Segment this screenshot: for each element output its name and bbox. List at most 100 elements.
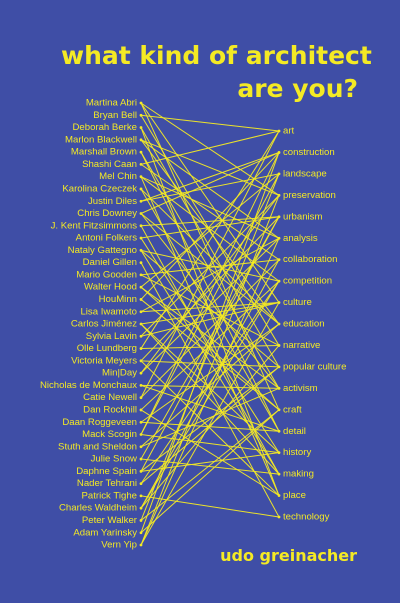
dot — [139, 285, 143, 289]
connection-line — [140, 152, 280, 300]
connection-line — [140, 152, 280, 435]
category: education — [283, 319, 325, 330]
dot — [139, 383, 143, 387]
dot — [277, 451, 281, 455]
dot — [139, 113, 143, 117]
dot — [277, 193, 281, 197]
connection-line — [140, 151, 280, 202]
category: history — [283, 447, 311, 458]
connection-line — [140, 262, 280, 518]
architect-name: Walter Hood — [84, 282, 137, 293]
category: collaboration — [283, 254, 337, 265]
dot — [139, 371, 143, 375]
connection-line — [140, 173, 280, 435]
architect-name: Mel Chin — [99, 171, 137, 182]
architect-name: Daniel Gillen — [83, 257, 137, 268]
connection-line — [140, 151, 280, 214]
category: narrative — [283, 340, 320, 351]
connection-line — [140, 345, 280, 509]
dot — [139, 224, 143, 228]
connection-line — [140, 495, 280, 518]
dot — [139, 445, 143, 449]
architect-name: Daan Roggeveen — [62, 417, 137, 428]
architect-name: Antoni Folkers — [76, 233, 138, 244]
dot — [139, 298, 143, 301]
connection-line — [140, 237, 280, 374]
category: culture — [283, 297, 312, 308]
connection-line — [140, 323, 280, 454]
dot — [277, 408, 281, 412]
connection-line — [140, 139, 280, 325]
connection-line — [140, 130, 280, 398]
architect-name: Marshall Brown — [71, 147, 137, 158]
dot — [277, 322, 281, 326]
dot — [139, 212, 143, 215]
connection-line — [140, 384, 280, 432]
category: popular culture — [283, 361, 346, 372]
dot — [139, 199, 143, 203]
connection-line — [140, 225, 280, 475]
dot — [139, 543, 143, 547]
category: art — [283, 126, 295, 137]
dot — [277, 344, 281, 347]
category: craft — [283, 404, 302, 415]
category: technology — [283, 512, 330, 523]
category: analysis — [283, 233, 318, 244]
title-line: are you? — [237, 74, 358, 103]
connection-line — [140, 323, 280, 423]
connection-line — [140, 130, 280, 165]
dot — [139, 531, 143, 535]
architect-name: Lisa Iwamoto — [80, 306, 137, 317]
connection-line — [140, 302, 280, 337]
dot — [277, 515, 281, 519]
dot — [139, 101, 143, 105]
connection-line — [140, 366, 280, 472]
dot — [139, 347, 143, 350]
connection-line — [140, 213, 280, 389]
architect-name: Sylvia Lavin — [86, 331, 137, 342]
dot — [139, 248, 143, 252]
architect-name: Patrick Tighe — [82, 490, 137, 501]
connection-line — [140, 302, 280, 313]
connection-line — [140, 323, 280, 448]
connection-line — [140, 163, 280, 261]
connection-line — [140, 238, 280, 546]
architect-name: Olle Lundberg — [77, 343, 137, 354]
architect-name: Justin Diles — [88, 196, 137, 207]
architect-name: HouMinn — [99, 294, 137, 305]
dot — [277, 472, 281, 476]
dot — [277, 215, 281, 219]
dot — [139, 408, 143, 412]
connection-line — [140, 195, 280, 546]
dot — [139, 138, 143, 142]
connection-line — [140, 323, 280, 475]
dot — [139, 506, 143, 510]
architect-name: Nicholas de Monchaux — [40, 380, 137, 391]
dot — [139, 187, 143, 191]
architect-name: Bryan Bell — [93, 110, 137, 121]
dot — [277, 365, 281, 369]
connection-line — [140, 387, 280, 448]
dot — [139, 150, 143, 154]
architect-name: Nader Tehrani — [77, 478, 137, 489]
connection-line — [140, 237, 280, 313]
dot — [139, 457, 143, 461]
architect-name: Peter Walker — [82, 515, 138, 526]
connection-line — [140, 302, 280, 325]
connection-line — [140, 384, 280, 389]
dot — [139, 236, 143, 240]
architect-name: Vern Yip — [101, 540, 137, 551]
architect-name: Daphne Spain — [76, 466, 137, 477]
architect-name: Min|Day — [102, 368, 137, 379]
architect-name: Nataly Gattegno — [68, 245, 137, 256]
connection-line — [140, 216, 280, 239]
dot — [139, 334, 143, 338]
dot — [139, 126, 143, 129]
architect-name: Marlon Blackwell — [65, 134, 137, 145]
connection-line — [140, 151, 280, 389]
connection-line — [140, 274, 280, 346]
connection-line — [140, 216, 280, 362]
dot — [139, 310, 143, 314]
connection-line — [140, 299, 280, 411]
connections — [140, 102, 280, 546]
